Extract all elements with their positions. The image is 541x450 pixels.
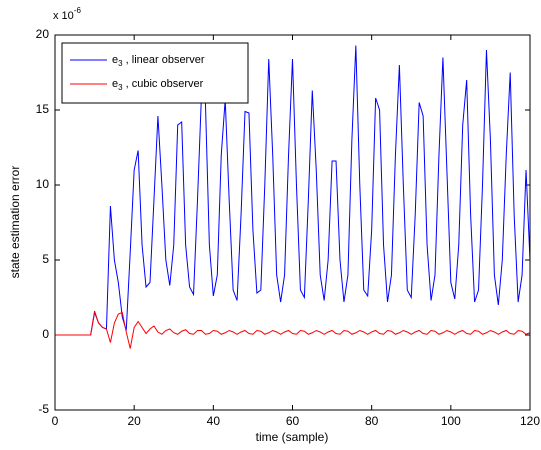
legend-label: e3 , linear observer bbox=[112, 54, 205, 68]
x-tick-label: 80 bbox=[365, 414, 379, 428]
series-line bbox=[55, 310, 531, 349]
legend-label-sub: 3 bbox=[118, 59, 123, 68]
x-axis-label: time (sample) bbox=[256, 430, 329, 444]
legend-label-base: e bbox=[112, 54, 118, 66]
y-tick-label: -5 bbox=[38, 402, 49, 416]
y-tick-label: 0 bbox=[42, 327, 49, 341]
legend-label-text: , cubic observer bbox=[123, 78, 204, 90]
y-multiplier-base: x 10 bbox=[53, 10, 74, 22]
x-tick-label: 100 bbox=[441, 414, 461, 428]
axes-box bbox=[54, 34, 531, 411]
x-tick-label: 0 bbox=[52, 414, 59, 428]
legend-label-text: , linear observer bbox=[123, 54, 205, 66]
legend-label-sub: 3 bbox=[118, 83, 123, 92]
legend-label: e3 , cubic observer bbox=[112, 78, 204, 92]
y-multiplier-exponent: -6 bbox=[74, 6, 82, 15]
x-tick-label: 120 bbox=[520, 414, 540, 428]
y-tick-label: 10 bbox=[36, 177, 50, 191]
series-line bbox=[55, 45, 531, 336]
x-tick-label: 40 bbox=[207, 414, 221, 428]
legend-label-base: e bbox=[112, 78, 118, 90]
legend-box bbox=[61, 42, 249, 104]
y-tick-label: 5 bbox=[42, 252, 49, 266]
x-tick-label: 60 bbox=[286, 414, 300, 428]
y-multiplier: x 10-6 bbox=[53, 6, 81, 22]
y-tick-label: 20 bbox=[36, 27, 50, 41]
y-tick-label: 15 bbox=[36, 102, 50, 116]
y-axis-label: state estimation error bbox=[8, 166, 22, 279]
x-tick-label: 20 bbox=[127, 414, 141, 428]
